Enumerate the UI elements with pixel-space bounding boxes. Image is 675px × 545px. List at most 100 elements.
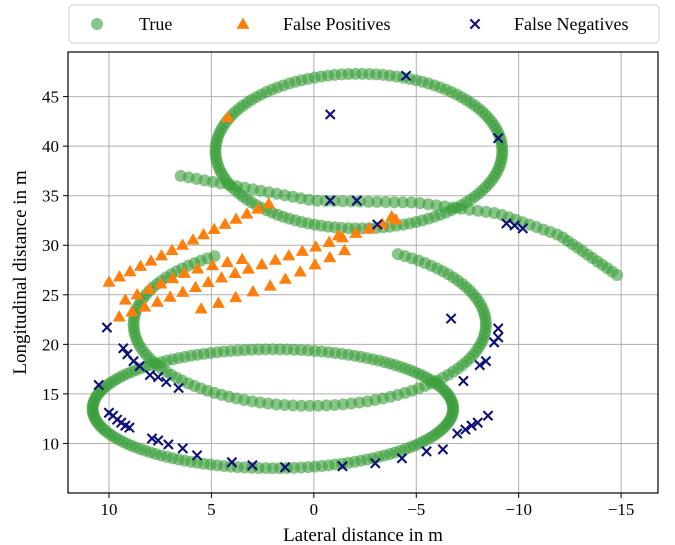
false-negatives-point xyxy=(152,435,164,446)
false-positives-point xyxy=(207,222,221,234)
false-negatives-point xyxy=(396,452,408,464)
false-negatives-point xyxy=(421,446,432,457)
legend-marker-false-negatives xyxy=(469,18,481,30)
false-positives-point xyxy=(295,244,309,256)
false-negatives-point xyxy=(173,382,184,394)
false-positives-point xyxy=(228,266,242,279)
false-positives-point xyxy=(142,282,156,294)
series-false-positives-markers xyxy=(102,110,403,322)
true-point xyxy=(295,399,308,412)
false-negatives-point xyxy=(134,360,146,372)
false-positives-point xyxy=(165,243,179,256)
false-positives-point xyxy=(278,272,292,284)
false-positives-point xyxy=(331,228,345,241)
true-point xyxy=(379,196,392,209)
false-negatives-point xyxy=(445,313,457,324)
legend-marker-true xyxy=(91,18,103,30)
true-point xyxy=(336,195,349,208)
false-negatives-point xyxy=(324,109,336,120)
true-point xyxy=(86,405,99,418)
true-point xyxy=(208,250,221,263)
false-positives-point xyxy=(189,280,203,292)
x-tick-label: 10 xyxy=(100,500,117,519)
false-negatives-point xyxy=(400,70,412,82)
false-negatives-point xyxy=(144,369,156,381)
true-point xyxy=(388,196,401,209)
false-positives-point xyxy=(322,235,336,247)
false-positives-point xyxy=(349,226,363,238)
false-positives-point xyxy=(118,293,132,305)
true-point xyxy=(611,268,624,281)
false-positives-point xyxy=(112,310,126,322)
false-negatives-point xyxy=(247,459,258,471)
false-positives-point xyxy=(201,275,215,288)
false-positives-point xyxy=(205,258,219,271)
false-positives-point xyxy=(235,252,249,264)
false-positives-point xyxy=(262,197,276,209)
false-positives-point xyxy=(150,295,164,307)
y-tick-label: 15 xyxy=(42,385,59,404)
true-point xyxy=(303,399,316,412)
false-positives-point xyxy=(186,233,200,245)
y-tick-label: 40 xyxy=(42,137,59,156)
true-point xyxy=(311,194,324,207)
false-positives-point xyxy=(255,257,269,270)
false-negatives-point xyxy=(93,379,105,391)
x-tick-label: 5 xyxy=(207,500,216,519)
y-tick-label: 10 xyxy=(42,434,59,453)
false-negatives-point xyxy=(160,376,172,388)
false-positives-point xyxy=(385,210,399,222)
true-point xyxy=(328,195,341,208)
false-positives-point xyxy=(163,290,177,302)
false-positives-point xyxy=(282,248,296,261)
x-tick-label: 0 xyxy=(310,500,319,519)
false-positives-point xyxy=(293,265,307,277)
false-positives-point xyxy=(362,222,376,234)
axis-ticks: 10 5 0 −5 −10 −15 10 15 20 25 30 35 40 45 xyxy=(42,88,634,519)
false-negatives-point xyxy=(492,332,504,343)
false-positives-point xyxy=(263,279,277,291)
legend-label-true: True xyxy=(139,14,172,34)
false-positives-point xyxy=(268,253,282,265)
true-point xyxy=(353,195,366,208)
false-positives-point xyxy=(191,262,205,274)
false-positives-point xyxy=(197,227,211,240)
false-positives-point xyxy=(218,217,232,229)
false-positives-point xyxy=(241,262,255,274)
false-negatives-point xyxy=(351,195,363,206)
false-positives-point xyxy=(166,271,180,284)
false-positives-point xyxy=(221,110,235,123)
false-positives-point xyxy=(194,302,208,314)
false-negatives-point xyxy=(492,132,504,144)
false-positives-point xyxy=(112,270,126,282)
false-negatives-point xyxy=(509,220,520,231)
false-negatives-point xyxy=(337,460,348,472)
false-positives-point xyxy=(251,202,265,214)
false-negatives-point xyxy=(472,417,484,428)
y-tick-label: 35 xyxy=(42,187,59,206)
y-axis-label: Longitudinal distance in m xyxy=(10,170,31,374)
false-positives-point xyxy=(240,207,254,219)
y-tick-label: 45 xyxy=(42,88,59,107)
true-point xyxy=(320,399,333,412)
false-positives-point xyxy=(220,255,234,268)
legend-label-false-negatives: False Negatives xyxy=(514,14,628,34)
gridlines xyxy=(68,52,658,493)
false-negatives-point xyxy=(279,461,291,473)
legend: True False Positives False Negatives xyxy=(68,4,660,44)
false-negatives-point xyxy=(369,457,381,469)
plot-frame xyxy=(67,51,659,494)
false-negatives-point xyxy=(226,456,238,468)
false-positives-point xyxy=(338,243,352,256)
false-negatives-point xyxy=(451,428,463,439)
false-positives-point xyxy=(155,248,169,261)
false-negatives-point xyxy=(117,342,129,354)
true-point xyxy=(362,195,375,208)
false-negatives-point xyxy=(146,433,158,444)
false-positives-point xyxy=(138,300,152,312)
false-negatives-point xyxy=(101,322,113,333)
legend-marker-false-positives xyxy=(236,17,250,29)
false-negatives-point xyxy=(482,410,494,422)
false-negatives-point xyxy=(177,443,189,454)
